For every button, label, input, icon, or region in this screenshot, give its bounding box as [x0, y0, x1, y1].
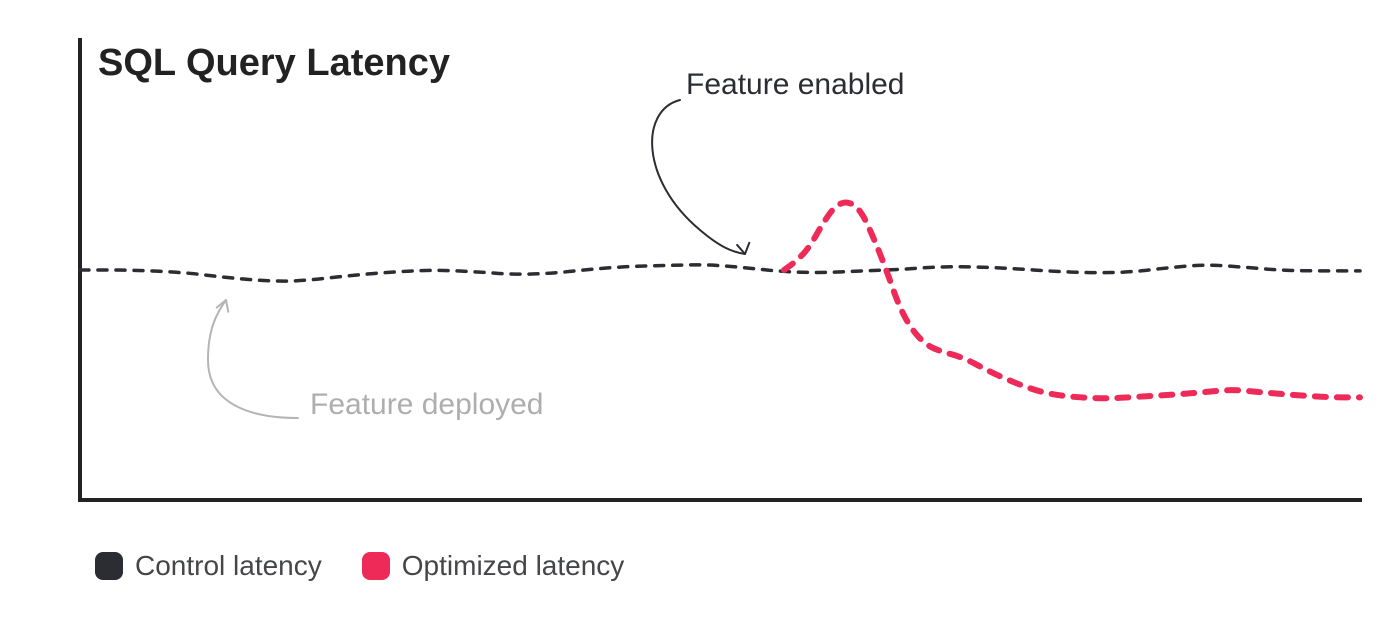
legend-label-optimized: Optimized latency — [402, 550, 625, 582]
chart-title: SQL Query Latency — [98, 42, 450, 85]
annotation-arrow-feature_deployed — [208, 300, 298, 418]
legend: Control latency Optimized latency — [95, 550, 624, 582]
legend-item-optimized: Optimized latency — [362, 550, 625, 582]
chart-stage: SQL Query Latency Feature deployed Featu… — [0, 0, 1400, 628]
legend-swatch-optimized — [362, 552, 390, 580]
annotation-feature-enabled: Feature enabled — [686, 68, 905, 102]
series-control — [80, 265, 1360, 281]
annotation-arrow-feature_enabled — [652, 100, 745, 254]
legend-label-control: Control latency — [135, 550, 322, 582]
series-optimized — [784, 203, 1360, 399]
annotation-feature-deployed: Feature deployed — [310, 388, 544, 422]
legend-swatch-control — [95, 552, 123, 580]
legend-item-control: Control latency — [95, 550, 322, 582]
